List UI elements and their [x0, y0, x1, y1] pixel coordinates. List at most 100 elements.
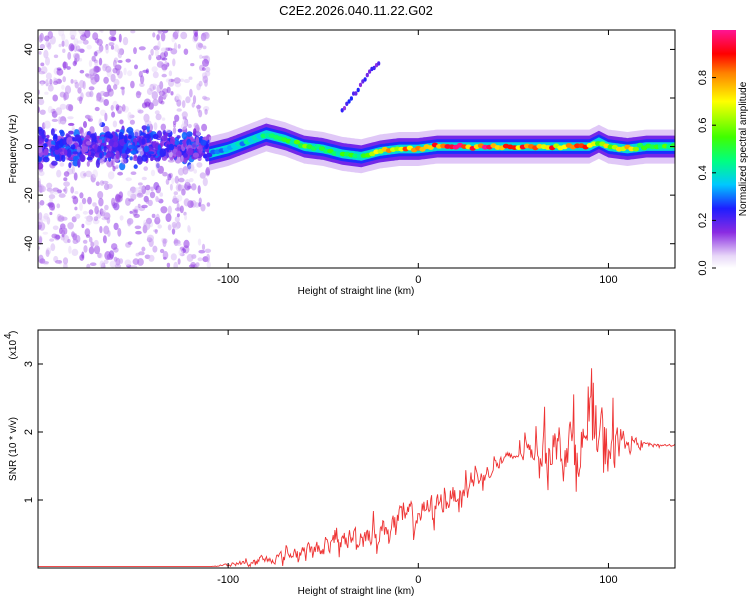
streak-point	[354, 91, 358, 96]
noise-point	[56, 169, 62, 178]
noise-point	[43, 49, 49, 59]
streak-point	[352, 91, 356, 96]
noise-point	[133, 164, 138, 169]
noise-point	[53, 80, 59, 86]
noise-point	[50, 145, 56, 152]
noise-point	[144, 120, 152, 127]
snr-y-label: SNR (10 * v/v)	[8, 417, 19, 481]
noise-point	[79, 202, 83, 211]
noise-point	[72, 159, 79, 167]
noise-point	[140, 75, 145, 84]
noise-point	[186, 253, 194, 262]
colorbar: 0.0 0.2 0.4 0.6 0.8 Normalized spectral ampl…	[697, 30, 749, 276]
noise-point	[143, 166, 148, 171]
noise-point	[134, 225, 142, 230]
noise-point	[61, 154, 66, 163]
noise-point	[85, 170, 92, 178]
noise-point	[184, 214, 188, 221]
noise-point	[38, 156, 41, 162]
noise-point	[104, 204, 109, 211]
noise-point	[144, 101, 151, 108]
noise-point	[92, 32, 99, 41]
noise-point	[167, 159, 175, 163]
noise-point	[105, 45, 109, 54]
noise-point	[104, 251, 112, 260]
noise-point	[195, 104, 202, 109]
noise-point	[125, 177, 132, 182]
noise-point	[206, 253, 211, 263]
noise-point	[38, 66, 42, 73]
noise-point	[55, 260, 62, 264]
noise-point	[90, 133, 96, 140]
noise-point	[127, 70, 133, 77]
noise-point	[56, 203, 61, 209]
noise-point	[45, 79, 49, 87]
noise-point	[113, 256, 118, 262]
noise-point	[165, 178, 170, 185]
noise-point	[60, 120, 66, 125]
noise-point	[194, 31, 198, 38]
noise-point	[99, 90, 106, 96]
noise-point	[203, 106, 210, 112]
noise-point	[110, 36, 117, 42]
noise-point	[77, 96, 83, 102]
noise-point	[99, 260, 105, 268]
noise-point	[83, 245, 88, 253]
noise-point	[177, 128, 183, 133]
noise-point	[42, 261, 50, 264]
noise-point	[104, 112, 108, 122]
noise-point	[170, 136, 176, 146]
noise-point	[77, 87, 82, 94]
noise-point	[206, 261, 211, 268]
noise-point	[71, 248, 79, 256]
noise-point	[79, 153, 85, 162]
spectrogram-x-label: Height of straight line (km)	[298, 286, 415, 297]
noise-point	[99, 180, 105, 186]
snr-y-tick-label: 1	[23, 497, 35, 503]
noise-point	[113, 222, 119, 231]
noise-point	[86, 161, 90, 167]
noise-point	[70, 79, 74, 84]
noise-point	[199, 172, 206, 179]
noise-point	[151, 91, 158, 100]
streak-point	[342, 106, 347, 111]
noise-point	[84, 216, 91, 220]
noise-point	[203, 31, 210, 40]
noise-point	[175, 93, 181, 100]
noise-point	[127, 241, 133, 245]
colorbar-tick-label: 0.8	[697, 70, 709, 85]
noise-point	[88, 150, 92, 156]
noise-point	[186, 131, 193, 138]
streak-point	[368, 69, 372, 74]
noise-point	[66, 137, 73, 145]
noise-point	[81, 197, 87, 205]
noise-point	[174, 242, 182, 246]
noise-point	[202, 177, 208, 187]
noise-point	[122, 104, 126, 112]
spectrogram-x-tick-label: -100	[217, 274, 239, 286]
noise-point	[47, 84, 54, 92]
noise-point	[159, 248, 165, 254]
spectrogram-y-tick-label: -20	[23, 187, 35, 203]
snr-frame	[37, 329, 676, 569]
noise-point	[93, 239, 99, 247]
noise-point	[60, 223, 66, 230]
noise-point	[176, 108, 182, 112]
noise-point	[43, 120, 51, 129]
noise-point	[193, 122, 199, 129]
noise-point	[129, 210, 133, 214]
noise-point	[161, 30, 169, 34]
noise-point	[150, 169, 156, 177]
noise-point	[178, 177, 185, 183]
noise-point	[88, 86, 95, 91]
noise-point	[71, 232, 78, 238]
noise-point	[183, 198, 190, 207]
noise-point	[99, 226, 103, 234]
noise-point	[68, 245, 72, 254]
noise-point	[39, 43, 46, 50]
noise-point	[204, 148, 210, 153]
noise-point	[69, 30, 77, 38]
noise-point	[191, 142, 198, 150]
noise-point	[72, 151, 79, 155]
